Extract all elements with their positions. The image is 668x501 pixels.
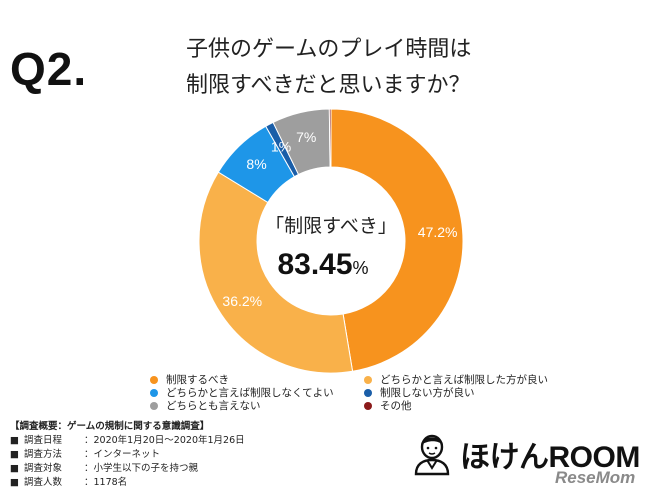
survey-key: 調査対象 bbox=[24, 463, 63, 474]
legend-dot-icon bbox=[150, 376, 158, 384]
donut-slice bbox=[328, 108, 332, 168]
legend-item: 制限するべき bbox=[150, 374, 364, 386]
logo-text: ほけんROOM bbox=[460, 441, 640, 474]
chart-title: 子供のゲームのプレイ時間は 制限すべきだと思いますか？ bbox=[186, 32, 546, 104]
legend-item: どちらとも言えない bbox=[150, 400, 364, 412]
legend-item: 制限しない方が良い bbox=[364, 387, 580, 399]
survey-value: ：1178名 bbox=[84, 477, 128, 488]
title-line-1: 子供のゲームのプレイ時間は bbox=[186, 37, 472, 62]
legend-label: どちらかと言えば制限した方が良い bbox=[380, 374, 548, 386]
legend-dot-icon bbox=[364, 389, 372, 397]
survey-summary: 【調査概要：ゲームの規制に関する意識調査】 ■ 調査日程 ：2020年1月20日… bbox=[10, 420, 340, 490]
survey-key: 調査人数 bbox=[24, 477, 63, 488]
donut-slice bbox=[330, 108, 464, 372]
survey-value: ：インターネット bbox=[84, 449, 161, 460]
survey-key: 調査方法 bbox=[24, 449, 63, 460]
bullet-square-icon: ■ bbox=[10, 449, 19, 460]
donut-slices bbox=[198, 108, 464, 374]
bullet-square-icon: ■ bbox=[10, 463, 19, 474]
slice-data-label: 8% bbox=[246, 156, 266, 172]
resemom-watermark: ReseMom bbox=[555, 468, 636, 487]
slice-data-label: 47.2% bbox=[418, 224, 458, 240]
legend-item: どちらかと言えば制限した方が良い bbox=[364, 374, 580, 386]
bullet-square-icon: ■ bbox=[10, 435, 19, 446]
center-value-number: 83.45 bbox=[277, 248, 352, 281]
legend-dot-icon bbox=[150, 402, 158, 410]
center-label: 「制限すべき」 bbox=[265, 215, 397, 237]
donut-slice-labels: 47.2% 36.2% 8% 1% 7% bbox=[222, 129, 457, 309]
slice-data-label: 1% bbox=[271, 138, 291, 154]
survey-key: 調査日程 bbox=[24, 435, 63, 446]
survey-row: ■ 調査対象 ：小学生以下の子を持つ親 bbox=[10, 462, 340, 476]
survey-heading: 【調査概要：ゲームの規制に関する意識調査】 bbox=[10, 421, 210, 432]
center-value-unit: % bbox=[353, 258, 369, 278]
legend-item: その他 bbox=[364, 400, 580, 412]
person-illustration-icon bbox=[414, 434, 450, 476]
legend-dot-icon bbox=[364, 376, 372, 384]
survey-value: ：小学生以下の子を持つ親 bbox=[84, 463, 199, 474]
slice-data-label: 7% bbox=[296, 129, 316, 145]
legend: 制限するべき どちらかと言えば制限した方が良いどちらかと言えば制限しなくてよい 制限… bbox=[150, 374, 580, 412]
legend-dot-icon bbox=[150, 389, 158, 397]
bullet-square-icon: ■ bbox=[10, 477, 19, 488]
title-line-2: 制限すべきだと思いますか？ bbox=[186, 73, 471, 98]
survey-row: ■ 調査人数 ：1178名 bbox=[10, 476, 340, 490]
legend-label: どちらかと言えば制限しなくてよい bbox=[166, 387, 334, 399]
donut-slice bbox=[198, 171, 354, 374]
legend-label: 制限するべき bbox=[166, 374, 229, 386]
slice-data-label: 36.2% bbox=[222, 293, 262, 309]
legend-dot-icon bbox=[364, 402, 372, 410]
legend-item: どちらかと言えば制限しなくてよい bbox=[150, 387, 364, 399]
survey-row: ■ 調査方法 ：インターネット bbox=[10, 448, 340, 462]
center-value: 83.45% bbox=[277, 248, 368, 281]
survey-row: ■ 調査日程 ：2020年1月20日～2020年1月26日 bbox=[10, 434, 340, 448]
legend-label: 制限しない方が良い bbox=[380, 387, 475, 399]
legend-label: どちらとも言えない bbox=[166, 400, 261, 412]
question-label: Q2. bbox=[10, 43, 88, 95]
hokenroom-logo: ほけんROOM bbox=[410, 430, 660, 480]
legend-label: その他 bbox=[380, 400, 412, 412]
survey-value: ：2020年1月20日～2020年1月26日 bbox=[84, 435, 245, 446]
